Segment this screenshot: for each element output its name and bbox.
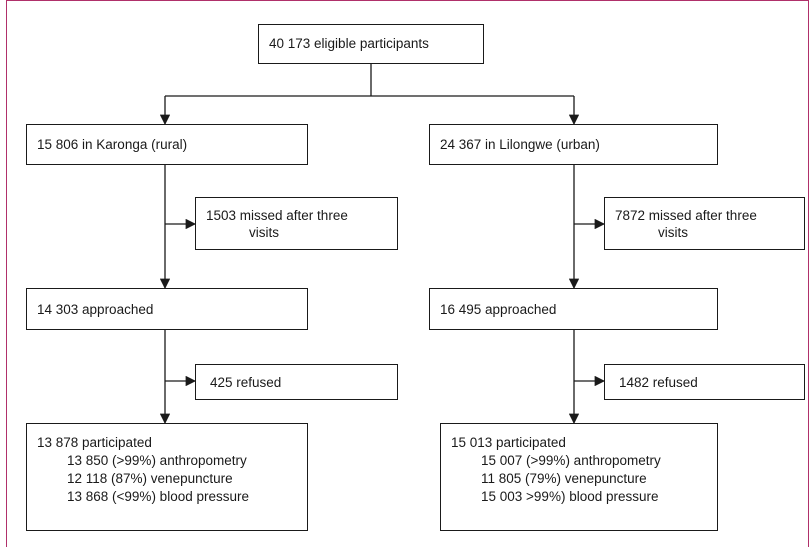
karonga-participated-label: 13 878 participated — [37, 435, 152, 450]
lilongwe-venepuncture: 11 805 (79%) venepuncture — [481, 471, 647, 486]
karonga-missed-line-2: visits — [249, 225, 279, 240]
karonga-approached-label: 14 303 approached — [37, 302, 154, 317]
lilongwe-refused-label: 1482 refused — [619, 375, 698, 390]
lilongwe-missed-line-1: 7872 missed after three — [615, 208, 757, 223]
lilongwe-blood-pressure: 15 003 >99%) blood pressure — [481, 489, 659, 504]
lilongwe-site-label: 24 367 in Lilongwe (urban) — [440, 137, 600, 152]
karonga-venepuncture: 12 118 (87%) venepuncture — [67, 471, 233, 486]
box-karonga-refused: 425 refused — [195, 364, 398, 400]
lilongwe-approached-label: 16 495 approached — [440, 302, 557, 317]
karonga-missed-line-1: 1503 missed after three — [206, 208, 348, 223]
box-lilongwe-site: 24 367 in Lilongwe (urban) — [429, 124, 718, 165]
lilongwe-missed-line-2: visits — [658, 225, 688, 240]
karonga-anthropometry: 13 850 (>99%) anthropometry — [67, 453, 247, 468]
eligible-participants-label: 40 173 eligible participants — [269, 36, 429, 51]
box-karonga-missed: 1503 missed after three visits — [195, 197, 398, 250]
box-lilongwe-participated: 15 013 participated 15 007 (>99%) anthro… — [440, 423, 718, 531]
box-lilongwe-missed: 7872 missed after three visits — [604, 197, 805, 250]
karonga-refused-label: 425 refused — [210, 375, 282, 390]
box-karonga-participated: 13 878 participated 13 850 (>99%) anthro… — [26, 423, 308, 531]
karonga-site-label: 15 806 in Karonga (rural) — [37, 137, 188, 152]
box-karonga-site: 15 806 in Karonga (rural) — [26, 124, 308, 165]
figure-frame — [6, 0, 809, 547]
box-karonga-approached: 14 303 approached — [26, 288, 308, 330]
box-lilongwe-refused: 1482 refused — [604, 364, 805, 400]
lilongwe-participated-label: 15 013 participated — [451, 435, 566, 450]
box-lilongwe-approached: 16 495 approached — [429, 288, 718, 330]
box-eligible-participants: 40 173 eligible participants — [258, 24, 484, 64]
lilongwe-anthropometry: 15 007 (>99%) anthropometry — [481, 453, 661, 468]
karonga-blood-pressure: 13 868 (<99%) blood pressure — [67, 489, 249, 504]
